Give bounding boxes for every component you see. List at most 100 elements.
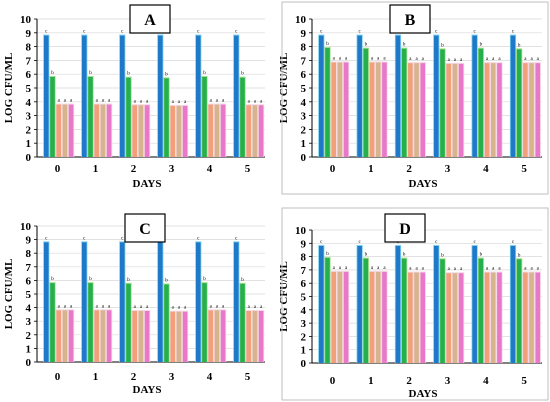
x-tick-label: 1 xyxy=(368,163,374,175)
x-tick-label: 3 xyxy=(169,371,175,383)
bar xyxy=(50,283,55,362)
bar xyxy=(144,105,150,157)
bar-letter-label: a xyxy=(486,267,489,272)
bar xyxy=(82,242,87,362)
bar xyxy=(357,35,362,158)
bar xyxy=(401,48,407,157)
y-tick-label: 1 xyxy=(301,138,307,150)
x-tick-label: 2 xyxy=(131,371,137,383)
bar-letter-label: a xyxy=(210,304,213,309)
bar xyxy=(369,271,375,363)
bar-letter-label: c xyxy=(474,30,477,35)
y-tick-label: 2 xyxy=(301,124,307,136)
bar xyxy=(182,311,188,362)
bar-letter-label: a xyxy=(108,304,111,309)
y-tick-label: 8 xyxy=(26,248,32,260)
bar-letter-label: c xyxy=(121,30,124,35)
bar-letter-label: a xyxy=(140,305,143,310)
bar-letter-label: a xyxy=(222,304,225,309)
bar xyxy=(478,258,484,363)
y-tick-label: 3 xyxy=(26,111,32,123)
bar xyxy=(401,258,407,363)
bar xyxy=(202,283,207,362)
bar-letter-label: a xyxy=(254,99,257,104)
y-tick-label: 7 xyxy=(26,55,32,67)
bar-letter-label: c xyxy=(235,30,238,35)
bar xyxy=(446,63,451,157)
bar xyxy=(50,76,55,157)
x-tick-label: 3 xyxy=(445,375,451,387)
bar xyxy=(478,48,484,157)
bar xyxy=(446,273,451,363)
y-tick-label: 4 xyxy=(26,303,32,315)
bar-letter-label: a xyxy=(371,56,374,61)
bar-letter-label: b xyxy=(480,43,483,48)
bar xyxy=(452,63,458,157)
y-tick-label: 2 xyxy=(26,330,32,342)
bar xyxy=(132,311,137,362)
bar-letter-label: c xyxy=(512,240,515,245)
bar-letter-label: a xyxy=(537,57,540,62)
bar xyxy=(408,63,413,157)
bar-letter-label: a xyxy=(260,99,263,104)
bar xyxy=(331,62,336,157)
y-tick-label: 1 xyxy=(26,138,32,150)
bar xyxy=(375,62,381,157)
bar xyxy=(325,257,330,363)
bar xyxy=(56,104,61,157)
bar-letter-label: a xyxy=(524,57,527,62)
bar-letter-label: a xyxy=(383,266,386,271)
y-tick-label: 6 xyxy=(26,69,32,81)
x-tick-label: 0 xyxy=(55,163,61,175)
y-tick-label: 5 xyxy=(26,289,32,301)
bar-letter-label: a xyxy=(339,56,342,61)
bar xyxy=(258,311,264,362)
bar xyxy=(138,105,144,157)
panel-frame xyxy=(281,1,549,195)
bar-letter-label: a xyxy=(146,99,149,104)
bar xyxy=(88,76,93,157)
bar-letter-label: a xyxy=(58,304,61,309)
bar xyxy=(234,35,239,158)
bar xyxy=(176,105,182,157)
bar-letter-label: c xyxy=(121,236,124,241)
bar-letter-label: a xyxy=(216,99,219,104)
panel-letter: C xyxy=(139,221,151,238)
bar-letter-label: a xyxy=(134,99,137,104)
bar-letter-label: c xyxy=(435,30,438,35)
bar-letter-label: b xyxy=(89,71,92,76)
bar-letter-label: a xyxy=(492,267,495,272)
bar xyxy=(220,104,226,157)
x-tick-label: 5 xyxy=(245,163,251,175)
bar xyxy=(106,104,112,157)
x-tick-label: 0 xyxy=(55,371,61,383)
bar-letter-label: a xyxy=(377,266,380,271)
y-tick-label: 7 xyxy=(301,265,307,277)
bar-letter-label: b xyxy=(403,43,406,48)
bar xyxy=(529,272,534,363)
bar-letter-label: b xyxy=(365,43,368,48)
bar xyxy=(420,272,426,363)
bar xyxy=(452,273,458,363)
bar-letter-label: a xyxy=(415,267,418,272)
bar-letter-label: c xyxy=(235,236,238,241)
bar xyxy=(234,242,239,362)
bar xyxy=(94,310,99,362)
bar xyxy=(516,49,522,157)
bar xyxy=(516,259,522,363)
bar xyxy=(126,283,131,362)
bar-letter-label: a xyxy=(530,267,533,272)
bar xyxy=(375,271,381,363)
bar xyxy=(458,273,464,363)
bar xyxy=(337,271,343,363)
bar xyxy=(535,63,541,157)
bar xyxy=(68,310,74,362)
x-axis-title: DAYS xyxy=(133,178,162,190)
bar xyxy=(523,63,528,157)
bar xyxy=(440,49,445,157)
bar xyxy=(170,105,175,157)
bar-letter-label: c xyxy=(45,30,48,35)
bar xyxy=(196,35,201,158)
bar xyxy=(240,77,245,157)
bar-letter-label: a xyxy=(345,266,348,271)
